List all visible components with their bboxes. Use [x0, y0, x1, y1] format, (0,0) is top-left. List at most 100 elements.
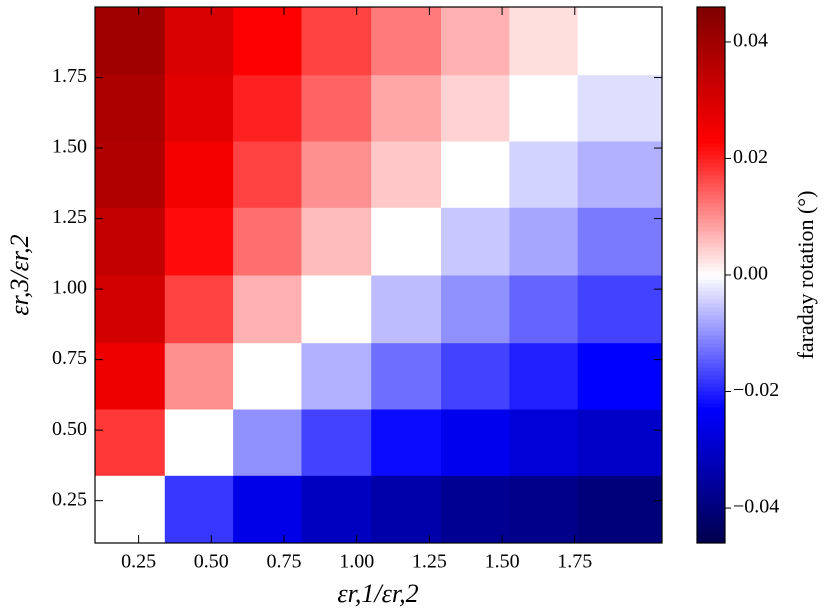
colorbar-swatch [697, 223, 725, 228]
heat-cell [509, 207, 579, 276]
colorbar-swatch [697, 35, 725, 40]
colorbar-swatch [697, 219, 725, 224]
colorbar-swatch [697, 427, 725, 432]
heat-cell [233, 7, 302, 76]
x-tick-label: 1.75 [557, 551, 592, 573]
colorbar-swatch [697, 471, 725, 476]
heat-cell [95, 475, 166, 544]
heat-cell [95, 409, 166, 476]
colorbar-swatch [697, 287, 725, 292]
heat-cell [95, 275, 166, 344]
plot-frame [94, 6, 663, 544]
colorbar-swatch [697, 483, 725, 488]
colorbar-swatch [697, 147, 725, 152]
colorbar-swatch [697, 247, 725, 252]
colorbar-swatch [697, 43, 725, 48]
colorbar-swatch [697, 59, 725, 64]
colorbar-swatch [697, 15, 725, 20]
colorbar-swatch [697, 443, 725, 448]
colorbar-swatch [697, 475, 725, 480]
heat-cell [577, 141, 663, 208]
colorbar-swatch [697, 7, 725, 12]
colorbar-swatch [697, 23, 725, 28]
colorbar-swatch [697, 299, 725, 304]
heat-cell [233, 409, 302, 476]
colorbar-swatch [697, 99, 725, 104]
y-tick-label: 0.25 [52, 488, 87, 510]
y-axis-label: εr,3/εr,2 [5, 234, 34, 315]
colorbar-swatch [697, 227, 725, 232]
colorbar-swatch [697, 479, 725, 484]
colorbar-swatch [697, 171, 725, 176]
colorbar-swatch [697, 159, 725, 164]
colorbar-swatch [697, 311, 725, 316]
heat-cell [164, 74, 234, 142]
colorbar-swatch [697, 335, 725, 340]
colorbar-swatch [697, 203, 725, 208]
colorbar-swatch [697, 303, 725, 308]
heat-cell [233, 275, 302, 344]
heat-cell [164, 141, 234, 208]
colorbar-swatch [697, 239, 725, 244]
colorbar-swatch [697, 231, 725, 236]
heat-cell [301, 207, 372, 276]
colorbar-swatch [697, 419, 725, 424]
colorbar-swatch [697, 71, 725, 76]
heat-cell [441, 7, 510, 76]
heat-cell [509, 275, 579, 344]
colorbar-swatch [697, 459, 725, 464]
colorbar-swatch [697, 327, 725, 332]
colorbar-swatch [697, 391, 725, 396]
heat-cell [577, 275, 663, 344]
colorbar-swatch [697, 411, 725, 416]
colorbar-swatch [697, 539, 725, 544]
heat-cell [371, 475, 442, 544]
colorbar-swatch [697, 347, 725, 352]
colorbar-swatch [697, 447, 725, 452]
colorbar-swatch [697, 359, 725, 364]
y-tick-label: 1.00 [52, 277, 87, 299]
heat-cell [441, 141, 510, 208]
colorbar-swatch [697, 307, 725, 312]
heat-cell [164, 475, 234, 544]
heat-cell [95, 207, 166, 276]
colorbar-swatch [697, 279, 725, 284]
colorbar-swatch [697, 19, 725, 24]
colorbar-swatch [697, 275, 725, 280]
heat-cell [577, 207, 663, 276]
heat-cell [577, 475, 663, 544]
colorbar-swatch [697, 207, 725, 212]
colorbar-swatch [697, 255, 725, 260]
colorbar-swatch [697, 179, 725, 184]
y-tick-label: 1.75 [52, 65, 87, 87]
colorbar-swatch [697, 123, 725, 128]
colorbar-swatch [697, 47, 725, 52]
heat-cell [164, 409, 234, 476]
colorbar-swatch [697, 211, 725, 216]
colorbar-swatch [697, 395, 725, 400]
colorbar-swatch [697, 267, 725, 272]
heat-cell [301, 7, 372, 76]
heat-cell [509, 7, 579, 76]
colorbar-swatch [697, 531, 725, 536]
heat-cell [301, 275, 372, 344]
heat-cell [509, 342, 579, 410]
colorbar-swatch [697, 155, 725, 160]
colorbar-swatch [697, 463, 725, 468]
colorbar-swatch [697, 91, 725, 96]
colorbar-swatch [697, 379, 725, 384]
heat-cell [371, 74, 442, 142]
y-tick-label: 1.50 [52, 136, 87, 158]
heat-cell [301, 409, 372, 476]
x-tick-label: 0.50 [194, 551, 229, 573]
colorbar-swatch [697, 67, 725, 72]
heat-cell [164, 275, 234, 344]
colorbar-swatch [697, 215, 725, 220]
colorbar-swatch [697, 415, 725, 420]
heatmap [95, 7, 663, 544]
colorbar-swatch [697, 331, 725, 336]
colorbar-swatch [697, 115, 725, 120]
colorbar-swatch [697, 271, 725, 276]
colorbar-swatch [697, 87, 725, 92]
